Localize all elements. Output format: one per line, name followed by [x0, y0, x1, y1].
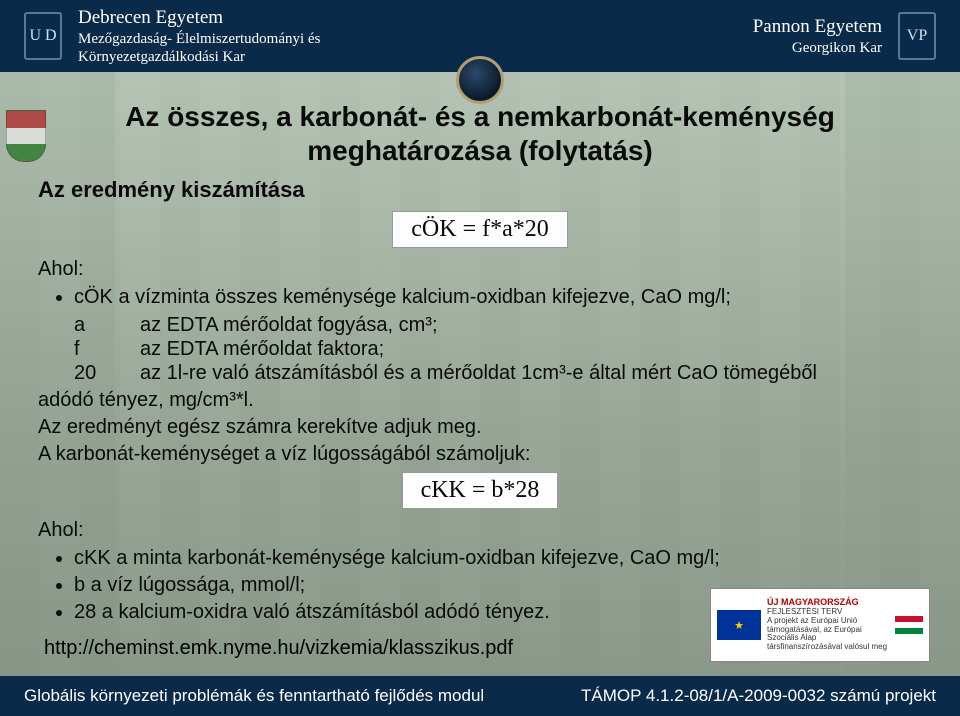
def-key: f — [74, 338, 118, 361]
uni-name-right: Pannon Egyetem — [753, 15, 882, 39]
pannon-logo: VP — [898, 12, 936, 60]
title-line2: meghatározása (folytatás) — [307, 135, 652, 166]
def-key: 20 — [74, 362, 118, 385]
def-val: az EDTA mérőoldat faktora; — [140, 338, 384, 361]
def-list: a az EDTA mérőoldat fogyása, cm³; f az E… — [74, 314, 922, 385]
cont-3: A karbonát-keménységet a víz lúgosságábó… — [38, 443, 922, 466]
formula-1: cÖK = f*a*20 — [392, 211, 568, 248]
formula-2: cKK = b*28 — [402, 472, 559, 509]
debrecen-logo: U D — [24, 12, 62, 60]
def-key: a — [74, 314, 118, 337]
eu-line: A projekt az Európai Unió támogatásával,… — [767, 616, 887, 651]
eu-sub: FEJLESZTÉSI TERV — [767, 607, 842, 616]
dept-right: Georgikon Kar — [753, 39, 882, 57]
header-right-text: Pannon Egyetem Georgikon Kar — [753, 15, 882, 57]
uni-name-left: Debrecen Egyetem — [78, 6, 320, 30]
footer-left: Globális környezeti problémák és fenntar… — [24, 686, 484, 706]
footer-right: TÁMOP 4.1.2-08/1/A-2009-0032 számú proje… — [581, 686, 936, 706]
bullet-item: cKK a minta karbonát-keménysége kalcium-… — [74, 546, 922, 571]
eu-badge: ÚJ MAGYARORSZÁG FEJLESZTÉSI TERV A proje… — [710, 588, 930, 662]
cont-2: Az eredményt egész számra kerekítve adju… — [38, 416, 922, 439]
cont-1: adódó tényez, mg/cm³*l. — [38, 389, 922, 412]
header-left: U D Debrecen Egyetem Mezőgazdaság- Élelm… — [24, 6, 320, 66]
lead-text: Az eredmény kiszámítása — [38, 177, 922, 203]
dept-left-1: Mezőgazdaság- Élelmiszertudományi és — [78, 30, 320, 48]
bullet-list-1: cÖK a vízminta összes keménysége kalcium… — [74, 285, 922, 310]
dept-left-2: Környezetgazdálkodási Kar — [78, 48, 320, 66]
center-emblem-icon — [456, 56, 504, 104]
content-area: Az összes, a karbonát- és a nemkarbonát-… — [38, 100, 922, 652]
def-row: a az EDTA mérőoldat fogyása, cm³; — [74, 314, 922, 337]
header-right: Pannon Egyetem Georgikon Kar VP — [753, 12, 936, 60]
eu-text: ÚJ MAGYARORSZÁG FEJLESZTÉSI TERV A proje… — [767, 598, 889, 652]
slide: U D Debrecen Egyetem Mezőgazdaság- Élelm… — [0, 0, 960, 716]
ahol-1: Ahol: — [38, 258, 922, 281]
def-val: az 1l-re való átszámításból és a mérőold… — [140, 362, 817, 385]
def-val: az EDTA mérőoldat fogyása, cm³; — [140, 314, 438, 337]
slide-title: Az összes, a karbonát- és a nemkarbonát-… — [38, 100, 922, 167]
footer-bar: Globális környezeti problémák és fenntar… — [0, 676, 960, 716]
hu-flag-icon — [895, 616, 923, 634]
eu-flag-icon — [717, 610, 761, 640]
source-link: http://cheminst.emk.nyme.hu/vizkemia/kla… — [44, 637, 513, 660]
title-line1: Az összes, a karbonát- és a nemkarbonát-… — [125, 101, 835, 132]
def-row: f az EDTA mérőoldat faktora; — [74, 338, 922, 361]
def-row: 20 az 1l-re való átszámításból és a mérő… — [74, 362, 922, 385]
ahol-2: Ahol: — [38, 519, 922, 542]
header-left-text: Debrecen Egyetem Mezőgazdaság- Élelmisze… — [78, 6, 320, 66]
bullet-item: cÖK a vízminta összes keménysége kalcium… — [74, 285, 922, 310]
eu-title: ÚJ MAGYARORSZÁG — [767, 597, 859, 607]
